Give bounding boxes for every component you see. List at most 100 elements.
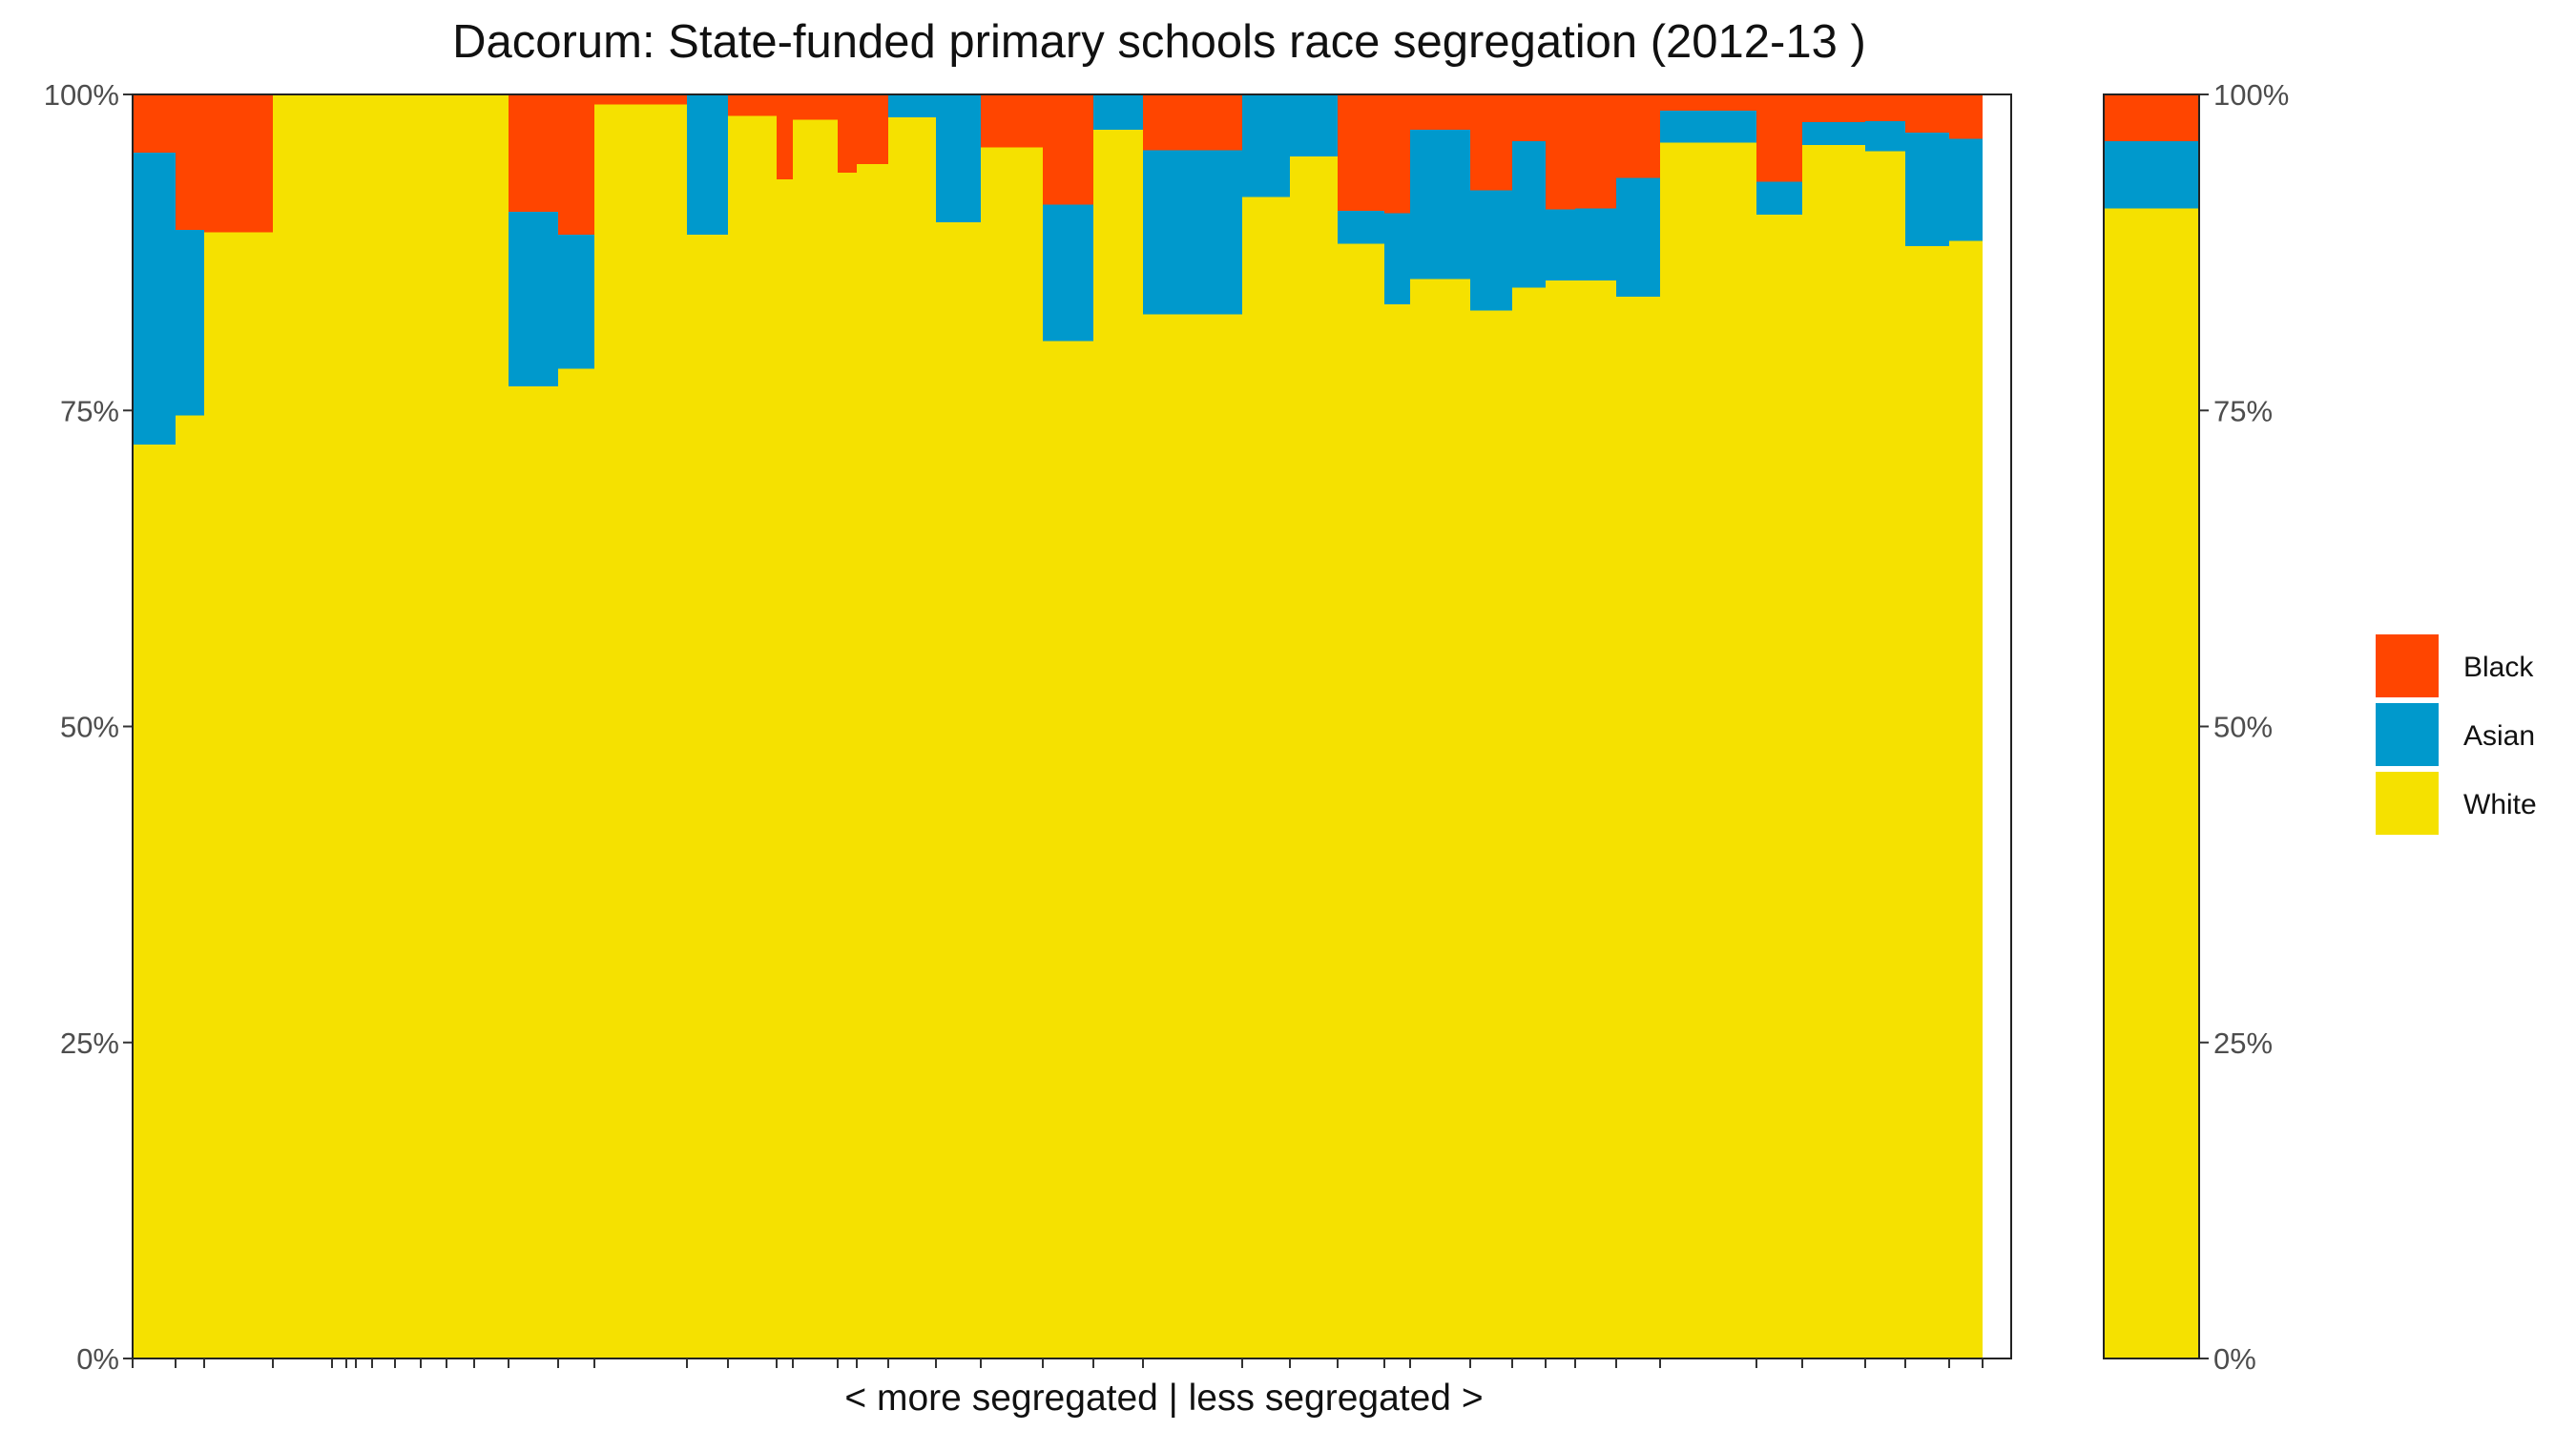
legend-label-white: White [2463, 789, 2537, 820]
y-tick-label-left-4: 100% [44, 78, 119, 112]
legend: Black Asian White [2376, 634, 2537, 835]
school-white-segment-22 [936, 221, 981, 1359]
school-white-segment-32 [1470, 310, 1512, 1359]
y-tick-label-left-2: 50% [60, 711, 119, 744]
school-black-segment-38 [1756, 94, 1802, 182]
legend-key-asian [2376, 703, 2439, 766]
school-white-segment-12 [509, 386, 558, 1358]
school-asian-segment-0 [133, 152, 176, 446]
school-white-segment-8 [395, 94, 421, 1358]
school-asian-segment-1 [176, 229, 204, 416]
school-white-segment-16 [728, 115, 777, 1358]
school-white-segment-1 [176, 415, 204, 1358]
school-white-segment-10 [447, 94, 474, 1358]
school-black-segment-16 [728, 94, 777, 116]
school-black-segment-18 [793, 94, 838, 120]
school-black-segment-34 [1546, 94, 1575, 210]
school-white-segment-31 [1410, 279, 1470, 1359]
panel-border-schools [132, 93, 2012, 1359]
school-asian-segment-38 [1756, 181, 1802, 215]
school-black-segment-14 [594, 94, 687, 105]
school-white-segment-14 [594, 104, 687, 1359]
school-black-segment-41 [1905, 94, 1949, 133]
school-white-segment-6 [356, 94, 372, 1358]
school-white-segment-5 [346, 94, 356, 1358]
school-white-segment-21 [888, 116, 936, 1359]
overall-black-segment-0 [2104, 94, 2199, 142]
school-black-segment-40 [1865, 94, 1905, 121]
school-white-segment-4 [332, 94, 346, 1358]
school-asian-segment-34 [1546, 209, 1575, 280]
school-black-segment-37 [1660, 94, 1756, 112]
school-asian-segment-21 [888, 94, 936, 117]
school-asian-segment-32 [1470, 190, 1512, 311]
y-tick-label-left-0: 0% [76, 1342, 119, 1376]
school-black-segment-26 [1143, 94, 1242, 151]
school-white-segment-35 [1575, 280, 1616, 1358]
school-black-segment-39 [1802, 94, 1865, 123]
school-asian-segment-31 [1410, 130, 1470, 280]
school-white-segment-41 [1905, 246, 1949, 1358]
school-white-segment-34 [1546, 280, 1575, 1358]
school-asian-segment-42 [1949, 138, 1983, 241]
school-black-segment-35 [1575, 94, 1616, 209]
school-white-segment-33 [1512, 287, 1546, 1359]
school-asian-segment-33 [1512, 141, 1546, 288]
school-black-segment-13 [558, 94, 594, 236]
school-white-segment-40 [1865, 151, 1905, 1358]
y-tick-label-right-4: 100% [2213, 78, 2289, 112]
school-white-segment-36 [1616, 297, 1660, 1358]
school-black-segment-23 [981, 94, 1043, 148]
school-black-segment-36 [1616, 94, 1660, 178]
school-white-segment-7 [372, 94, 395, 1358]
legend-key-black [2376, 634, 2439, 697]
school-black-segment-42 [1949, 94, 1983, 139]
school-asian-segment-28 [1290, 94, 1338, 156]
school-black-segment-2 [204, 94, 273, 233]
school-white-segment-38 [1756, 214, 1802, 1358]
overall-white-segment-0 [2104, 208, 2199, 1358]
school-asian-segment-40 [1865, 120, 1905, 152]
school-white-segment-23 [981, 147, 1043, 1358]
school-white-segment-11 [474, 94, 509, 1358]
overall-bar [2104, 94, 2199, 1358]
school-black-segment-31 [1410, 94, 1470, 131]
school-white-segment-30 [1384, 303, 1410, 1359]
school-asian-segment-39 [1802, 122, 1865, 145]
y-axis-left: 0% 25% 50% 75% 100% [44, 78, 133, 1376]
school-white-segment-17 [777, 178, 793, 1358]
legend-key-white [2376, 772, 2439, 835]
school-white-segment-15 [687, 235, 728, 1359]
school-asian-segment-30 [1384, 213, 1410, 304]
legend-label-black: Black [2463, 652, 2534, 683]
school-white-segment-29 [1338, 243, 1384, 1359]
school-asian-segment-22 [936, 94, 981, 222]
x-axis-title: < more segregated | less segregated > [844, 1378, 1483, 1419]
school-asian-segment-27 [1242, 94, 1290, 197]
school-white-segment-27 [1242, 197, 1290, 1359]
school-black-segment-33 [1512, 94, 1546, 142]
school-black-segment-32 [1470, 94, 1512, 191]
school-bars [133, 94, 1983, 1359]
school-black-segment-1 [176, 94, 204, 230]
y-tick-label-right-2: 50% [2213, 711, 2273, 744]
panel-border-overall [2103, 93, 2200, 1359]
school-black-segment-24 [1043, 94, 1093, 205]
school-black-segment-0 [133, 94, 176, 153]
school-white-segment-13 [558, 368, 594, 1358]
school-white-segment-9 [421, 94, 447, 1358]
school-asian-segment-15 [687, 94, 728, 236]
chart-title: Dacorum: State-funded primary schools ra… [452, 16, 1866, 68]
y-tick-label-left-3: 75% [60, 394, 119, 427]
school-black-segment-30 [1384, 94, 1410, 214]
school-asian-segment-37 [1660, 111, 1756, 143]
school-white-segment-2 [204, 232, 273, 1358]
overall-asian-segment-0 [2104, 141, 2199, 209]
x-axis-ticks [132, 1358, 1984, 1368]
school-asian-segment-36 [1616, 177, 1660, 297]
school-white-segment-3 [273, 94, 332, 1358]
school-asian-segment-41 [1905, 132, 1949, 246]
school-white-segment-39 [1802, 145, 1865, 1358]
y-tick-label-right-0: 0% [2213, 1342, 2256, 1376]
school-asian-segment-13 [558, 235, 594, 369]
